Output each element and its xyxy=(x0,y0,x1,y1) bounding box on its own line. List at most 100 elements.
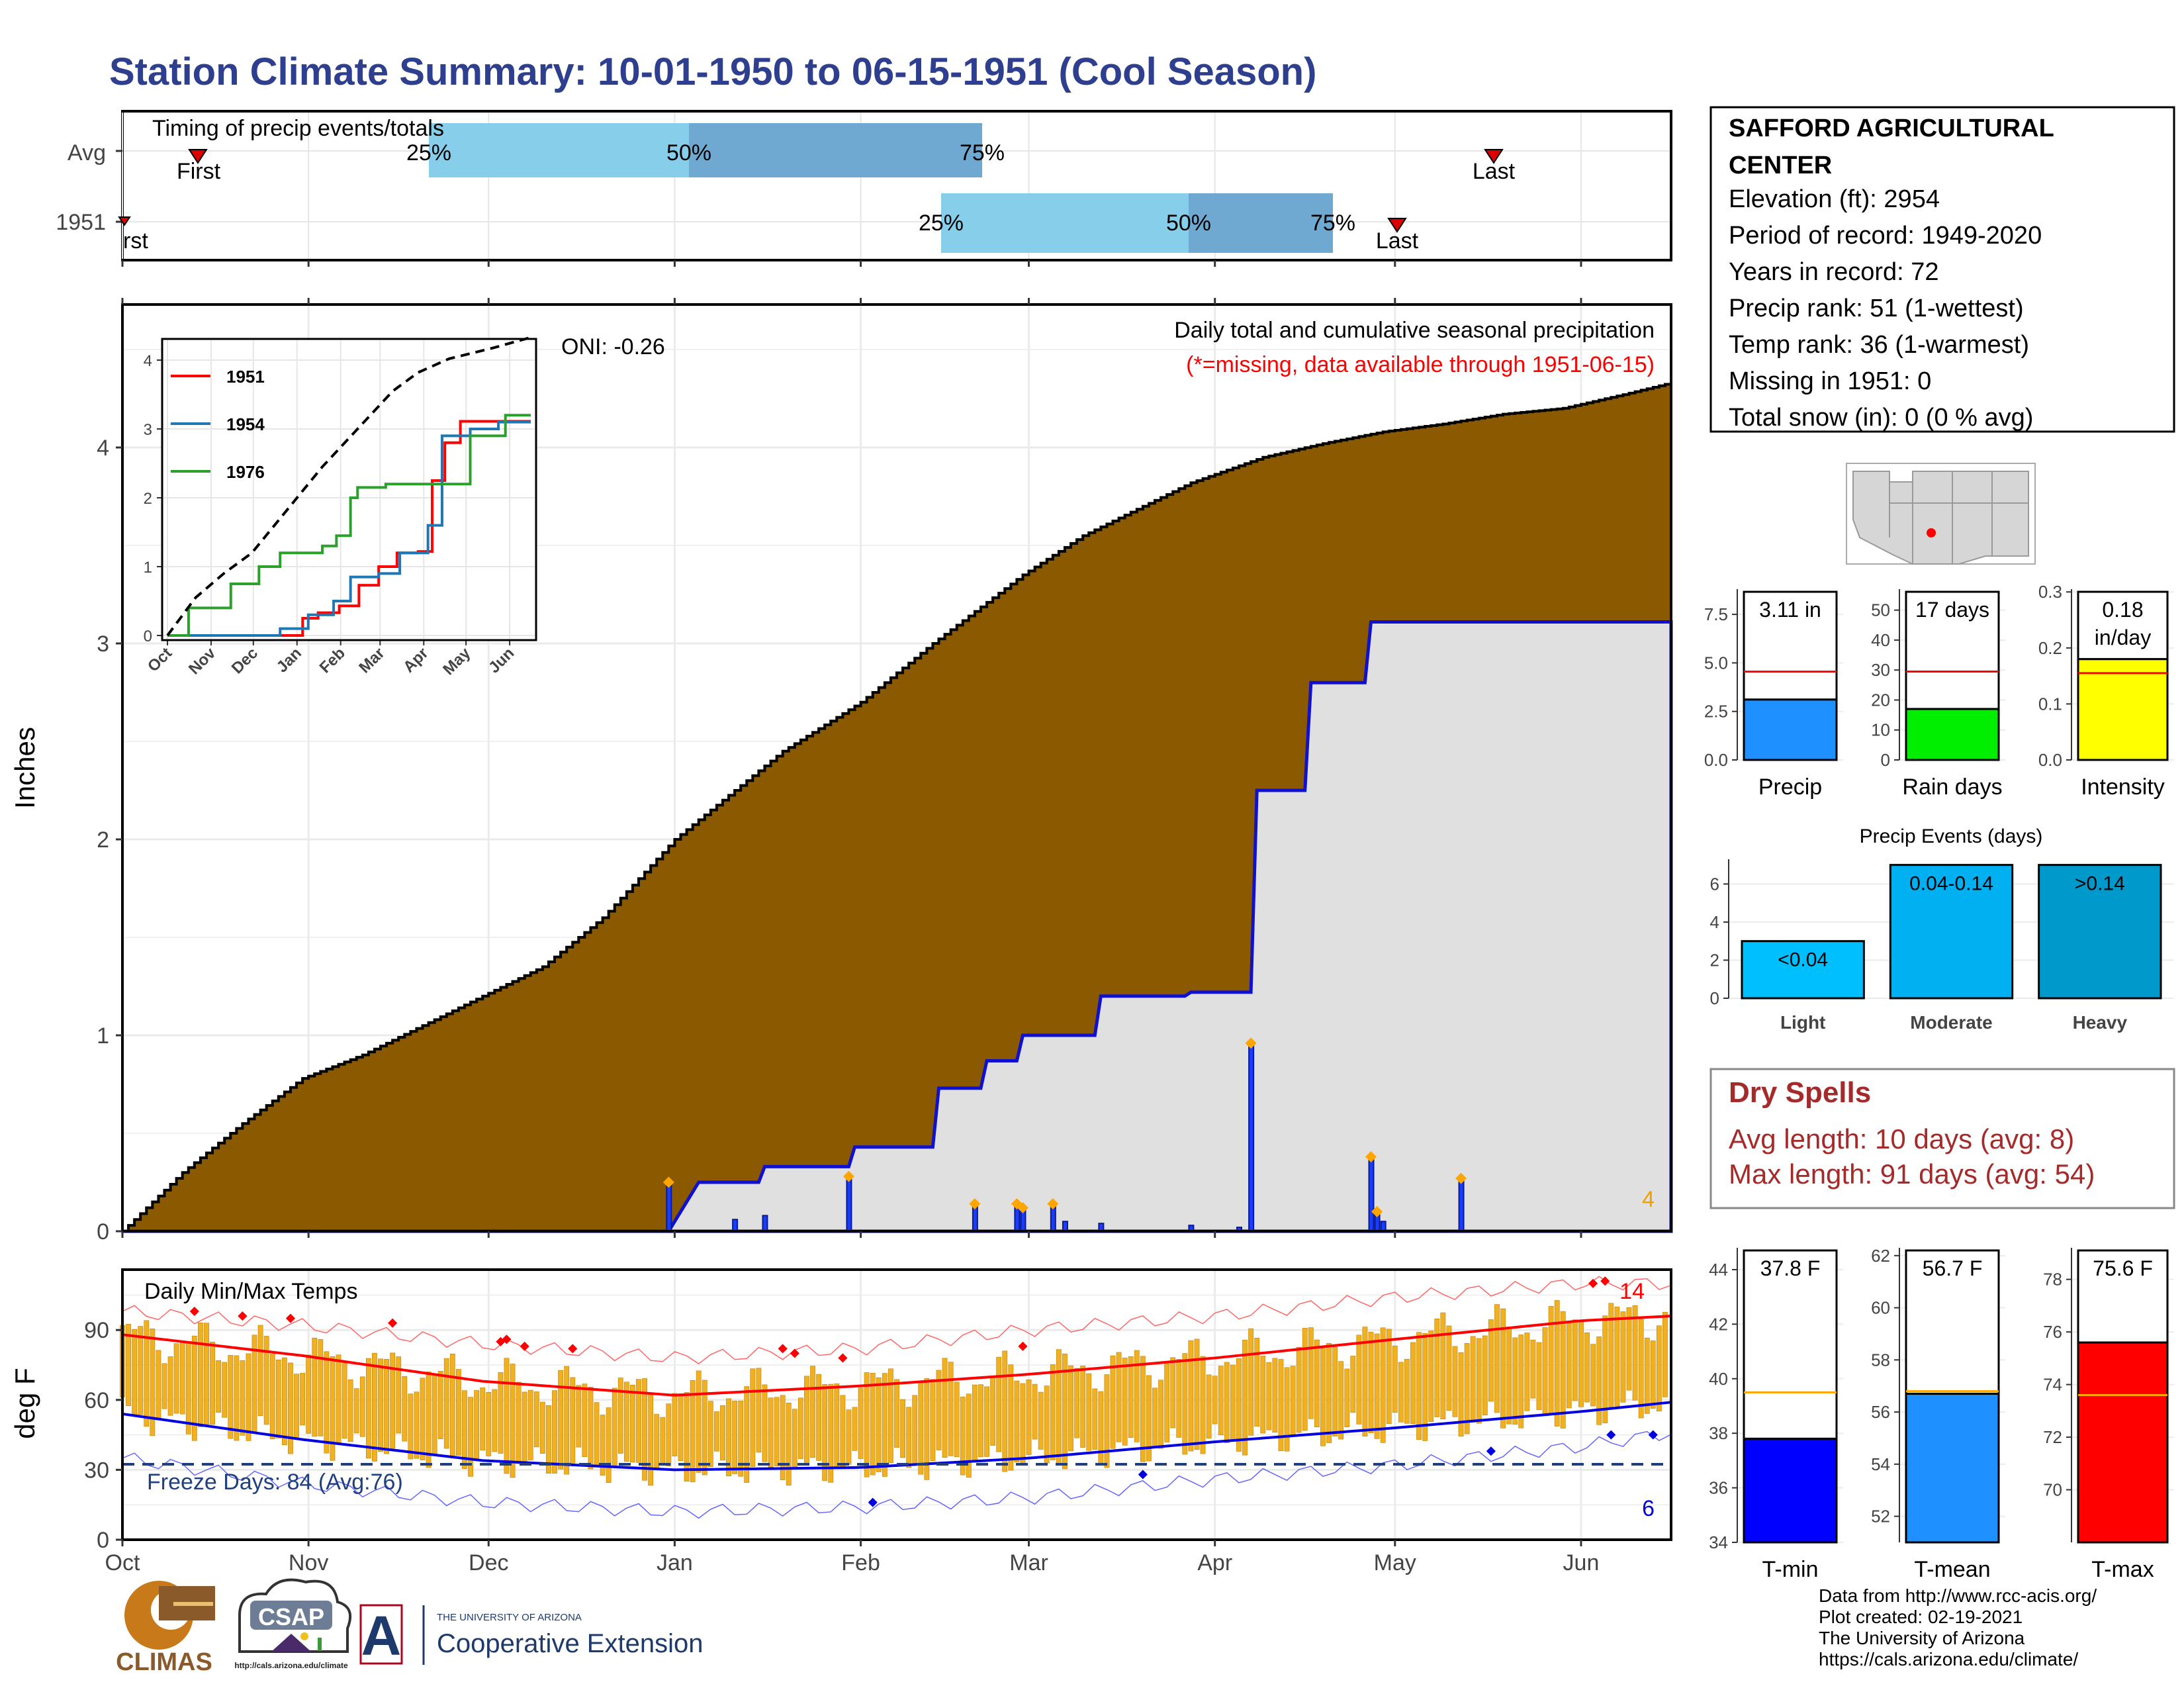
daily-temp-bar xyxy=(1278,1359,1284,1452)
count-low: 6 xyxy=(1642,1496,1655,1521)
daily-temp-bar xyxy=(1398,1362,1404,1423)
record-high-marker xyxy=(790,1348,799,1358)
daily-temp-bar xyxy=(1338,1361,1344,1440)
daily-temp-bar xyxy=(1254,1338,1260,1427)
inset-ytick-label: 2 xyxy=(144,490,152,508)
tmean-summary-tick-label: 60 xyxy=(1871,1298,1890,1318)
daily-temp-bar xyxy=(636,1379,641,1463)
daily-temp-bar xyxy=(1248,1328,1254,1436)
1951-timing-bar-dark xyxy=(1189,193,1333,253)
daily-temp-bar xyxy=(582,1383,588,1457)
1951-first-label: rst xyxy=(123,228,148,254)
daily-temp-bar xyxy=(1302,1328,1308,1431)
daily-temp-bar xyxy=(1038,1391,1044,1450)
tmax-summary-tick-label: 70 xyxy=(2043,1480,2062,1500)
daily-temp-bar xyxy=(750,1368,756,1467)
daily-temp-bar xyxy=(852,1407,858,1451)
daily-temp-bar xyxy=(1164,1363,1170,1442)
daily-temp-bar xyxy=(1110,1355,1116,1449)
tmax-summary-tick-label: 72 xyxy=(2043,1427,2062,1447)
daily-temp-bar xyxy=(1230,1364,1236,1441)
temp-ytick-label: 60 xyxy=(84,1388,109,1413)
daily-temp-bar xyxy=(617,1378,623,1454)
daily-temp-bar xyxy=(1098,1391,1104,1465)
daily-temp-bar xyxy=(138,1326,144,1415)
daily-temp-bar xyxy=(600,1415,606,1476)
daily-temp-bar xyxy=(1146,1375,1152,1462)
daily-temp-bar xyxy=(1620,1311,1626,1403)
daily-temp-bar xyxy=(1392,1345,1398,1413)
tmean-summary-tick-label: 62 xyxy=(1871,1246,1890,1266)
daily-temp-bar xyxy=(1260,1356,1266,1434)
daily-temp-bar xyxy=(828,1383,834,1483)
events-tick-label: 0 xyxy=(1710,988,1719,1008)
daily-temp-bar xyxy=(161,1363,167,1409)
tmean-summary-value-label: 56.7 F xyxy=(1923,1256,1983,1280)
daily-temp-bar xyxy=(191,1335,197,1441)
daily-temp-bar xyxy=(1638,1319,1644,1419)
daily-temp-bar xyxy=(1080,1366,1086,1448)
daily-temp-bar xyxy=(1344,1368,1350,1427)
daily-precip-bar xyxy=(666,1182,672,1232)
daily-temp-bar xyxy=(1008,1364,1014,1471)
daily-temp-bar xyxy=(288,1362,293,1454)
1951-first-marker xyxy=(118,216,131,226)
daily-temp-bar xyxy=(246,1353,251,1441)
daily-temp-bar xyxy=(1530,1339,1536,1399)
daily-temp-bar xyxy=(684,1392,690,1482)
timing-row-avg: Avg xyxy=(68,140,106,165)
daily-temp-bar xyxy=(1152,1387,1158,1448)
event-label-heavy: Heavy xyxy=(2073,1012,2128,1033)
daily-temp-bar xyxy=(539,1401,545,1454)
avg-first-marker xyxy=(188,149,208,164)
daily-temp-bar xyxy=(275,1359,281,1438)
daily-temp-bar xyxy=(1320,1345,1326,1446)
daily-temp-bar xyxy=(1440,1312,1446,1420)
temp-line-2 xyxy=(122,1276,1672,1365)
tmax-summary-value-label: 75.6 F xyxy=(2093,1256,2153,1280)
avg-75-label: 75% xyxy=(960,140,1005,165)
daily-temp-bar xyxy=(443,1358,449,1449)
daily-temp-bar xyxy=(1296,1346,1302,1433)
temp-xtick-label: Dec xyxy=(469,1550,508,1575)
tmean-summary-value-box xyxy=(1905,1249,2000,1395)
daily-temp-bar xyxy=(1590,1344,1596,1407)
rain-days-summary-tick-label: 40 xyxy=(1871,630,1890,650)
daily-temp-bar xyxy=(786,1403,792,1486)
events-tick-label: 2 xyxy=(1710,950,1719,970)
daily-temp-bar xyxy=(300,1373,305,1426)
daily-temp-bar xyxy=(1368,1332,1374,1433)
tmax-summary-bar xyxy=(2077,1341,2169,1544)
daily-temp-bar xyxy=(1212,1376,1218,1425)
daily-temp-bar xyxy=(696,1370,702,1473)
daily-temp-bar xyxy=(1044,1385,1050,1464)
daily-temp-bar xyxy=(1200,1356,1206,1454)
daily-temp-bar xyxy=(504,1358,510,1474)
station-period: Period of record: 1949-2020 xyxy=(1729,222,2042,250)
daily-temp-bar xyxy=(738,1401,744,1477)
daily-temp-bar xyxy=(402,1376,408,1442)
daily-temp-bar xyxy=(1566,1321,1572,1409)
daily-temp-bar xyxy=(347,1379,353,1442)
tmin-summary-value-box xyxy=(1743,1249,1838,1440)
temp-xtick-label: Jun xyxy=(1563,1550,1600,1575)
tmin-summary-label: T-min xyxy=(1762,1557,1819,1582)
daily-temp-bar xyxy=(1464,1343,1470,1434)
daily-temp-bar xyxy=(623,1382,629,1462)
daily-precip-bar xyxy=(762,1215,768,1232)
record-high-marker xyxy=(1018,1341,1028,1351)
daily-temp-bar xyxy=(1584,1333,1590,1403)
temp-line-0 xyxy=(122,1315,1672,1397)
daily-temp-bar xyxy=(1410,1342,1416,1424)
daily-temp-bar xyxy=(1476,1338,1482,1424)
daily-temp-bar xyxy=(978,1384,983,1458)
intensity-summary-tick-label: 0.1 xyxy=(2038,694,2062,714)
daily-temp-bar xyxy=(420,1378,426,1460)
event-label-light: Light xyxy=(1780,1012,1825,1033)
daily-temp-bar xyxy=(390,1352,396,1449)
daily-temp-bar xyxy=(948,1362,954,1456)
daily-temp-bar xyxy=(1542,1327,1548,1417)
daily-temp-bar xyxy=(126,1324,131,1406)
event-label-moderate: Moderate xyxy=(1910,1012,1992,1033)
daily-temp-bar xyxy=(1122,1358,1128,1446)
